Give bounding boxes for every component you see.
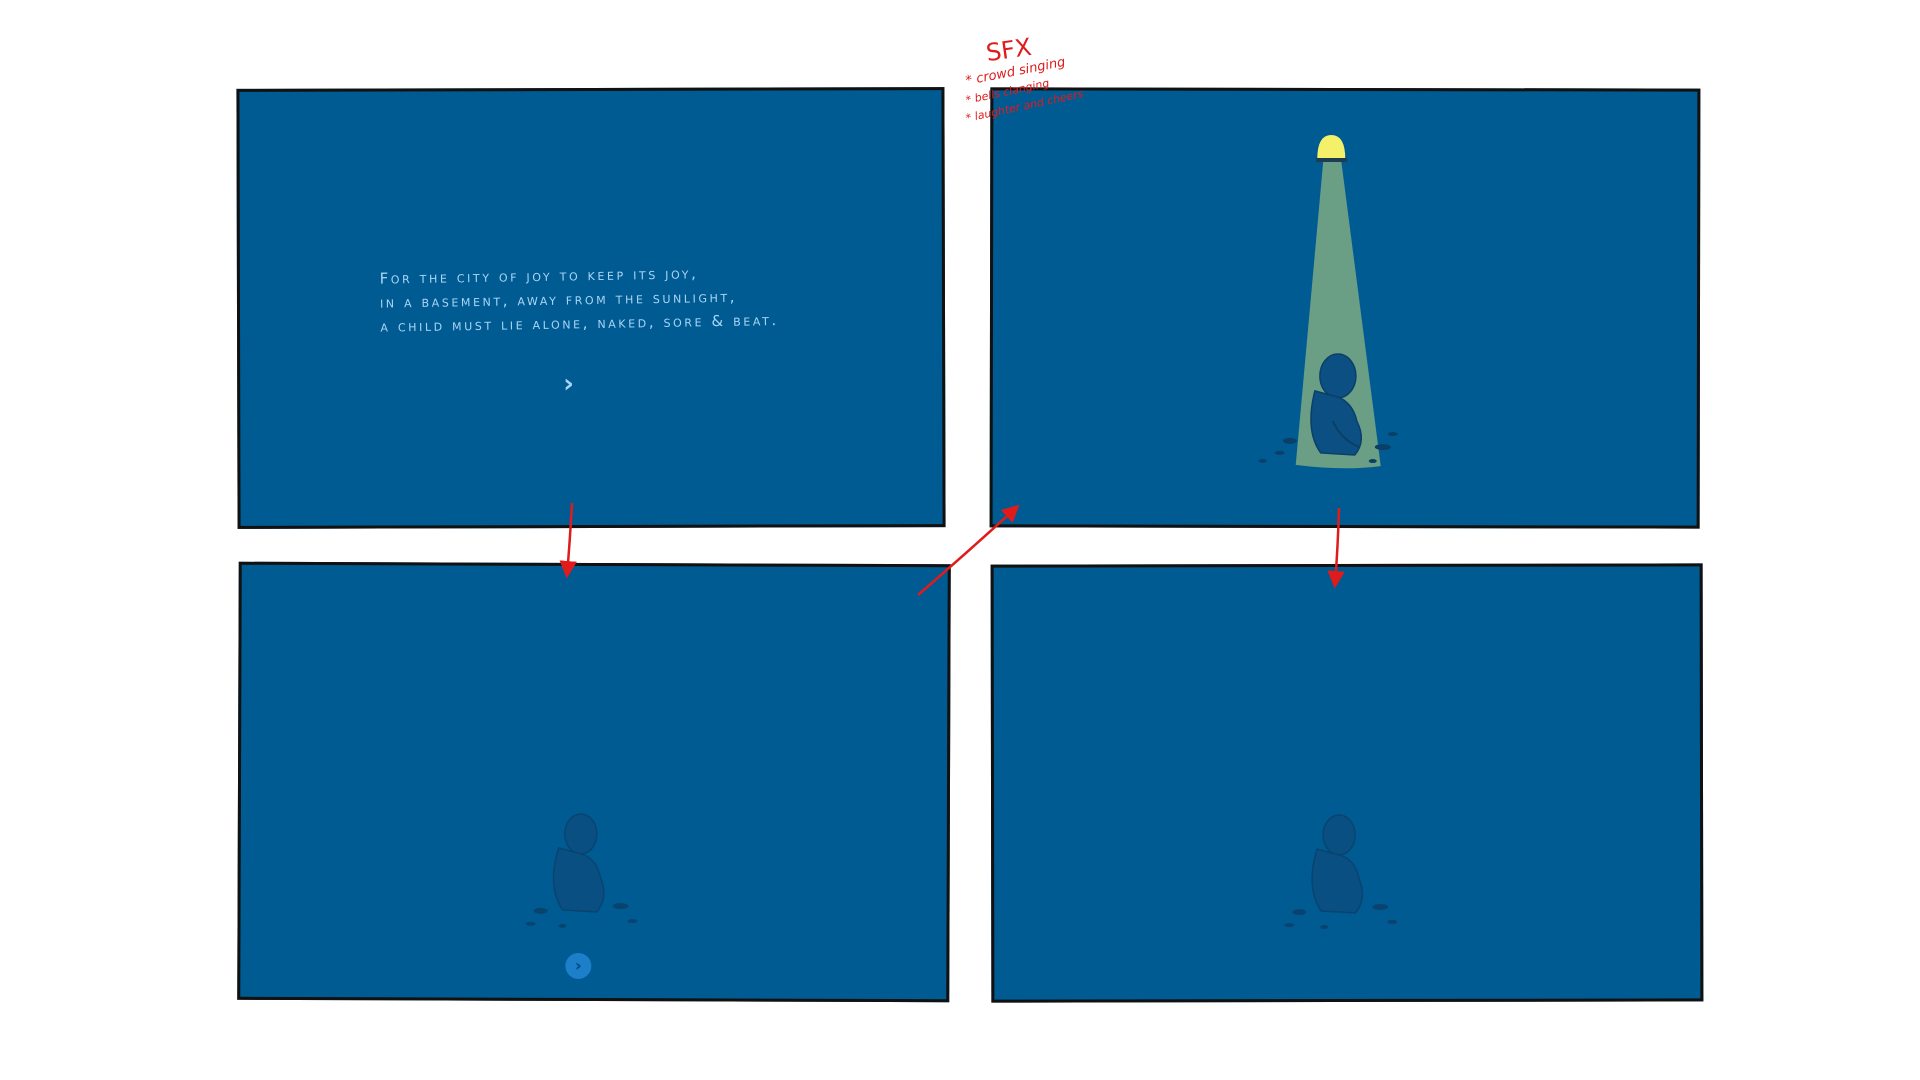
flow-arrow-3-to-2 [917,504,1020,596]
flow-arrow-1-to-3 [559,502,577,579]
debris-marks [1258,432,1398,464]
storyboard-panel-4 [990,563,1704,1003]
lamp-bulb-icon [1317,134,1346,160]
child-figure-icon [552,813,605,913]
storyboard-panel-2 [989,87,1701,529]
debris-marks [1284,903,1398,930]
spotlight-scene [1258,134,1398,469]
dark-scene [1284,814,1398,930]
lamp-base [1316,157,1348,163]
flow-arrow-2-to-4 [1327,507,1345,589]
debris-marks [525,903,638,928]
storyboard-panel-3: › [237,561,951,1003]
child-figure-icon [1311,814,1364,914]
child-figure-icon [1310,353,1363,456]
dark-scene [525,813,638,928]
